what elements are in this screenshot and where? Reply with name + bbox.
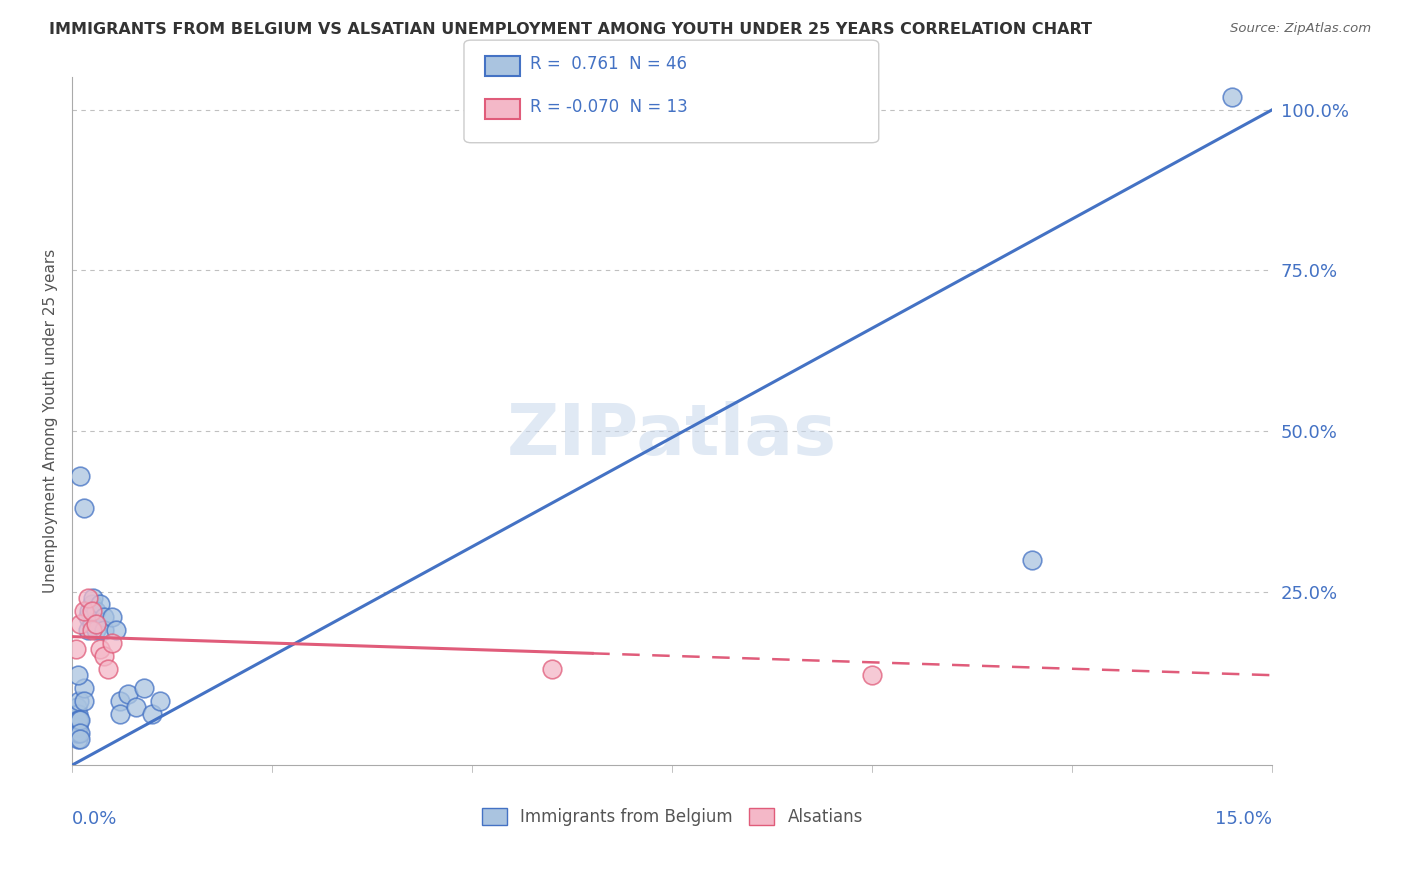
Y-axis label: Unemployment Among Youth under 25 years: Unemployment Among Youth under 25 years [44,249,58,593]
Text: 0.0%: 0.0% [72,810,117,828]
Text: Source: ZipAtlas.com: Source: ZipAtlas.com [1230,22,1371,36]
Point [69,469,91,483]
Point [84,604,107,618]
Point [80,604,103,618]
Point [80,616,103,631]
Point [141,706,163,721]
Point [101,610,124,624]
Point [73,694,96,708]
Point [63,726,86,740]
Point [66,713,89,727]
Text: IMMIGRANTS FROM BELGIUM VS ALSATIAN UNEMPLOYMENT AMONG YOUTH UNDER 25 YEARS CORR: IMMIGRANTS FROM BELGIUM VS ALSATIAN UNEM… [49,22,1092,37]
Point [84,616,107,631]
Point [66,706,89,721]
Point [97,662,120,676]
Point [65,642,87,657]
Point [860,668,883,682]
Point [69,713,91,727]
Point [66,700,89,714]
Point [67,726,90,740]
Point [77,604,100,618]
Point [101,636,124,650]
Point [105,624,128,638]
Point [541,662,564,676]
Point [63,713,86,727]
Point [65,706,87,721]
Point [73,604,96,618]
Legend: Immigrants from Belgium, Alsatians: Immigrants from Belgium, Alsatians [475,801,869,832]
Point [66,732,89,747]
Point [66,720,89,734]
Point [93,648,115,663]
Point [108,706,131,721]
Text: R =  0.761  N = 46: R = 0.761 N = 46 [530,55,688,73]
Point [69,616,91,631]
Text: ZIPatlas: ZIPatlas [508,401,838,469]
Text: 15.0%: 15.0% [1215,810,1272,828]
Point [80,598,103,612]
Point [63,720,86,734]
Point [117,688,139,702]
Point [1021,552,1043,566]
Text: R = -0.070  N = 13: R = -0.070 N = 13 [530,98,688,116]
Point [125,700,148,714]
Point [69,732,91,747]
Point [84,624,107,638]
Point [93,624,115,638]
Point [65,726,87,740]
Point [77,624,100,638]
Point [67,713,90,727]
Point [73,501,96,516]
Point [149,694,172,708]
Point [67,713,90,727]
Point [82,591,104,605]
Point [1222,89,1244,103]
Point [132,681,155,695]
Point [67,694,90,708]
Point [73,681,96,695]
Point [108,694,131,708]
Point [66,720,89,734]
Point [93,610,115,624]
Point [80,624,103,638]
Point [67,668,90,682]
Point [77,591,100,605]
Point [77,610,100,624]
Point [89,642,111,657]
Point [89,598,111,612]
Point [69,726,91,740]
Point [65,713,87,727]
